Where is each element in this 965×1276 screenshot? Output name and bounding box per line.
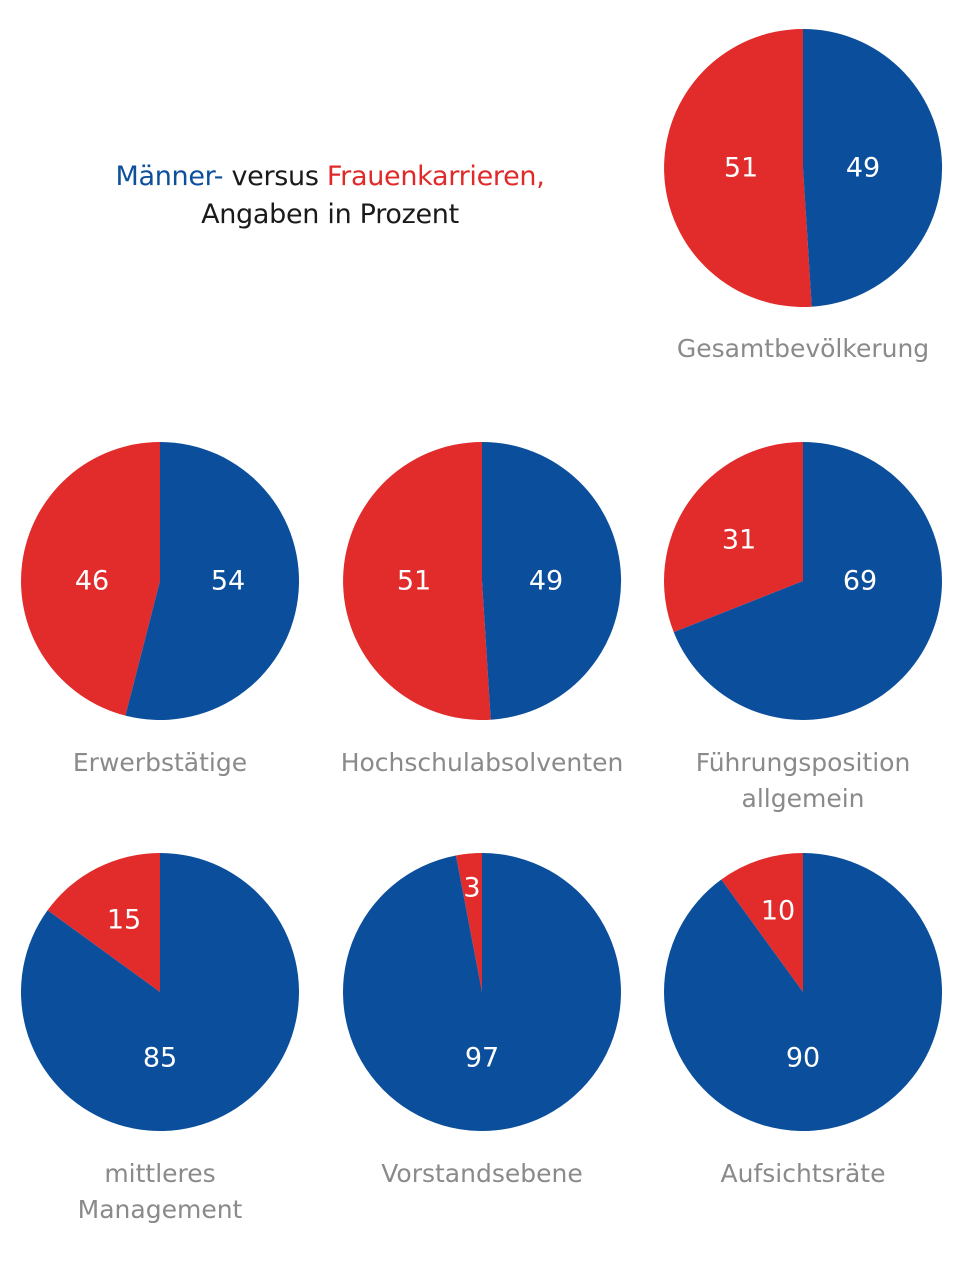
pie-slice-women [343, 442, 491, 720]
legend-line-1: Männer- versus Frauenkarrieren, [40, 158, 620, 196]
pie-slice-women [47, 853, 160, 992]
pie-slice-men [803, 28, 943, 307]
pie-value-women: 46 [75, 566, 109, 597]
legend-line-2: Angaben in Prozent [201, 199, 459, 230]
pie-erwerbstatige: 54 46 Erwerbstätige [21, 442, 300, 777]
pie-value-men: 49 [529, 566, 563, 597]
pie-value-women: 10 [761, 896, 795, 927]
pie-hochschulabsolventen: 49 51 Hochschulabsolventen [341, 441, 624, 777]
pie-title: Gesamtbevölkerung [677, 334, 929, 363]
pie-slice-women [721, 853, 803, 992]
pie-value-men: 90 [786, 1043, 820, 1074]
pie-title: Aufsichtsräte [721, 1159, 886, 1188]
pie-value-men: 54 [211, 566, 245, 597]
pie-slice-women [663, 442, 803, 633]
pie-title: Erwerbstätige [73, 748, 247, 777]
legend-versus: versus [223, 161, 327, 192]
pie-aufsichtsrate: 90 10 Aufsichtsräte [664, 853, 943, 1188]
chart-legend: Männer- versus Frauenkarrieren, Angaben … [40, 158, 620, 234]
pie-slice-men [21, 853, 300, 1131]
legend-men-label: Männer- [115, 161, 224, 192]
pie-value-men: 97 [465, 1043, 499, 1074]
pie-title: Hochschulabsolventen [341, 748, 624, 777]
pie-slice-women [21, 442, 161, 716]
pie-value-women: 51 [397, 566, 431, 597]
pie-slice-women [664, 29, 812, 307]
pie-title: mittleres Management [78, 1159, 243, 1224]
pie-value-women: 3 [463, 873, 480, 904]
pie-value-women: 15 [107, 905, 141, 936]
pie-slice-men [482, 441, 622, 720]
pie-gesamtbevolkerung: 49 51 Gesamtbevölkerung [664, 28, 943, 363]
pie-slice-women [455, 853, 482, 992]
pie-mittleres-management: 85 15 mittleres Management [21, 853, 300, 1224]
pie-slice-men [342, 853, 621, 1131]
pie-slice-men [125, 442, 300, 720]
pie-vorstandsebene: 97 3 Vorstandsebene [342, 853, 621, 1188]
pie-slice-men [673, 442, 942, 721]
pie-value-women: 51 [724, 153, 758, 184]
pie-title: Führungsposition allgemein [696, 748, 911, 813]
pie-value-men: 49 [846, 153, 880, 184]
legend-women-label: Frauenkarrieren, [326, 161, 545, 192]
pie-value-men: 69 [843, 566, 877, 597]
pie-fuhrungsposition-allgemein: 69 31 Führungsposition allgemein [663, 442, 942, 813]
pie-title: Vorstandsebene [381, 1159, 582, 1188]
pie-slice-men [664, 853, 943, 1131]
pie-value-men: 85 [143, 1043, 177, 1074]
pie-value-women: 31 [722, 525, 756, 556]
